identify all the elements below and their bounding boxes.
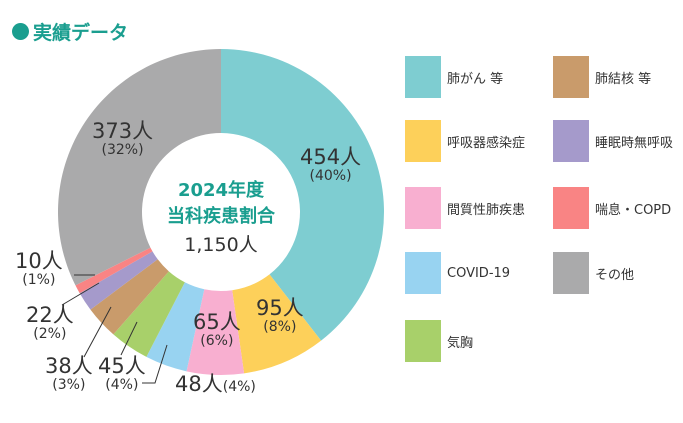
legend-swatch — [405, 252, 441, 294]
slice-2 — [186, 289, 245, 375]
legend-label: 肺がん 等 — [447, 71, 504, 87]
center-year: 2024年度 — [177, 180, 265, 201]
slice-4 — [113, 271, 185, 357]
legend-item: 喘息・COPD — [553, 187, 671, 229]
leader-line-1 — [61, 282, 100, 306]
label-7: 10人 (1%) — [15, 249, 63, 289]
legend-item: 気胸 — [405, 320, 473, 362]
label-6: 22人 (2%) — [26, 303, 74, 343]
legend-item: 肺がん 等 — [405, 56, 503, 98]
slice-3 — [146, 282, 205, 372]
legend-label: 肺結核 等 — [595, 71, 652, 87]
legend-item: COVID-19 — [405, 252, 510, 294]
leader-line-3 — [120, 321, 138, 356]
slice-7 — [75, 247, 153, 294]
title-text: 実績データ — [33, 22, 129, 44]
label-2: 65人 (6%) — [193, 310, 241, 350]
legend-item: その他 — [553, 252, 634, 294]
legend-label: 喘息・COPD — [595, 202, 672, 218]
slice-1 — [232, 274, 322, 374]
legend-label: 気胸 — [447, 335, 474, 351]
legend-swatch — [405, 56, 441, 98]
legend-label: 睡眠時無呼吸 — [595, 135, 674, 151]
label-0: 454人 (40%) — [300, 145, 362, 185]
legend-label: その他 — [595, 267, 635, 283]
legend-label: 間質性肺疾患 — [447, 202, 526, 218]
label-1: 95人 (8%) — [256, 296, 304, 336]
label-3: 48人 (4%) — [175, 372, 256, 396]
slice-8 — [57, 49, 221, 286]
label-8: 373人 (32%) — [92, 119, 154, 159]
legend-swatch — [553, 56, 589, 98]
slice-0 — [221, 49, 384, 341]
legend-swatch — [553, 252, 589, 294]
legend-item: 睡眠時無呼吸 — [553, 120, 673, 162]
center-subtitle: 当科疾患割合 — [167, 206, 275, 227]
legend-swatch — [405, 187, 441, 229]
legend-label: COVID-19 — [447, 265, 511, 281]
legend-label: 呼吸器感染症 — [447, 135, 526, 151]
legend-swatch — [405, 320, 441, 362]
chart-title: 実績データ — [12, 18, 128, 45]
legend-item: 呼吸器感染症 — [405, 120, 525, 162]
legend-swatch — [553, 187, 589, 229]
slice-5 — [90, 259, 169, 335]
title-dot-icon — [12, 23, 29, 40]
center-total: 1,150人 — [184, 234, 258, 256]
leader-line-2 — [83, 306, 112, 358]
leader-line-4 — [142, 344, 168, 384]
label-4: 45人 (4%) — [98, 354, 146, 394]
center-label: 2024年度 当科疾患割合 1,150人 — [141, 176, 301, 257]
legend-item: 肺結核 等 — [553, 56, 651, 98]
legend-item: 間質性肺疾患 — [405, 187, 525, 229]
legend-swatch — [405, 120, 441, 162]
slice-6 — [79, 251, 158, 310]
label-5: 38人 (3%) — [45, 354, 93, 394]
legend-swatch — [553, 120, 589, 162]
